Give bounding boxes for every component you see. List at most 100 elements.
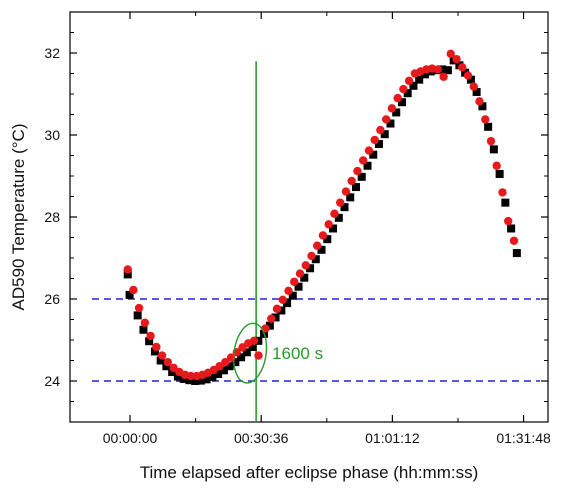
data-point-square	[173, 372, 182, 381]
annotation-label: 1600 s	[272, 344, 323, 363]
data-point-square	[392, 108, 401, 117]
data-point-circle	[353, 166, 362, 176]
data-point-square	[139, 325, 148, 334]
data-point-square	[472, 87, 481, 96]
data-point-square	[214, 370, 223, 379]
data-point-square	[191, 377, 200, 385]
data-point-circle	[376, 125, 385, 135]
data-point-square	[352, 183, 361, 192]
data-point-circle	[134, 303, 144, 313]
data-point-square	[123, 270, 132, 279]
data-point-square	[271, 313, 280, 322]
data-point-circle	[469, 82, 478, 91]
data-point-square	[329, 224, 338, 233]
x-axis-title: Time elapsed after eclipse phase (hh:mm:…	[140, 463, 479, 482]
data-point-square	[196, 376, 205, 385]
data-point-square	[300, 273, 309, 282]
data-point-square	[363, 161, 372, 170]
data-point-circle	[347, 176, 356, 186]
data-point-circle	[504, 216, 513, 226]
data-point-circle	[123, 265, 132, 274]
data-point-circle	[452, 54, 461, 64]
data-point-circle	[341, 187, 351, 196]
data-point-square	[397, 98, 406, 107]
data-point-circle	[509, 236, 519, 245]
data-point-square	[495, 169, 504, 178]
data-point-square	[288, 291, 297, 300]
data-point-square	[208, 372, 217, 381]
data-point-square	[357, 172, 366, 181]
data-point-square	[248, 342, 257, 351]
data-point-square	[340, 203, 349, 212]
data-point-square	[484, 122, 493, 131]
data-point-square	[294, 282, 303, 291]
data-point-circle	[458, 63, 467, 72]
data-point-circle	[301, 261, 310, 270]
data-point-square	[265, 321, 274, 330]
data-point-square	[369, 150, 378, 159]
data-point-square	[185, 376, 194, 385]
data-point-circle	[295, 269, 305, 278]
y-tick-label: 28	[44, 209, 60, 225]
data-point-circle	[254, 351, 263, 360]
x-tick-label: 01:01:12	[365, 430, 420, 446]
y-axis-title: AD590 Temperature (°C)	[9, 124, 28, 311]
data-point-circle	[152, 342, 161, 352]
data-point-square	[501, 198, 510, 207]
data-point-circle	[163, 357, 173, 367]
data-point-square	[507, 224, 516, 233]
data-point-circle	[492, 161, 501, 170]
data-point-circle	[486, 136, 496, 146]
data-point-circle	[475, 97, 484, 106]
data-point-circle	[157, 351, 167, 360]
data-point-circle	[370, 135, 379, 145]
data-point-square	[466, 75, 475, 84]
data-point-circle	[439, 72, 448, 81]
y-tick-label: 30	[44, 127, 60, 143]
data-point-circle	[336, 198, 345, 207]
data-point-circle	[324, 220, 333, 229]
data-point-square	[283, 299, 292, 308]
data-point-square	[311, 255, 320, 264]
data-point-circle	[140, 318, 150, 327]
data-point-square	[133, 311, 142, 320]
data-point-square	[168, 367, 177, 376]
data-point-circle	[284, 286, 293, 295]
y-tick-label: 32	[44, 45, 60, 61]
data-point-circle	[381, 115, 391, 124]
x-tick-label: 01:31:48	[496, 430, 551, 446]
x-tick-label: 00:00:00	[103, 430, 158, 446]
data-point-square	[443, 66, 452, 75]
data-point-circle	[290, 277, 299, 286]
data-point-square	[231, 358, 240, 367]
data-point-circle	[272, 304, 282, 314]
data-point-circle	[221, 357, 230, 367]
data-point-circle	[463, 71, 473, 80]
data-point-square	[202, 375, 211, 384]
data-point-square	[409, 81, 418, 90]
data-point-square	[162, 362, 171, 371]
data-point-square	[242, 348, 251, 357]
data-point-circle	[446, 49, 455, 59]
data-point-square	[380, 130, 389, 139]
data-point-square	[125, 290, 134, 299]
data-point-square	[323, 235, 332, 244]
data-point-circle	[358, 156, 368, 165]
data-point-square	[489, 145, 498, 154]
data-point-circle	[313, 241, 322, 250]
y-tick-label: 26	[44, 291, 60, 307]
data-point-square	[145, 337, 154, 346]
data-point-square	[374, 140, 383, 149]
data-point-square	[179, 374, 188, 383]
data-point-circle	[393, 93, 402, 103]
data-point-square	[386, 119, 395, 128]
data-point-square	[438, 65, 447, 74]
annotation-ellipse	[232, 322, 268, 384]
data-point-square	[277, 306, 286, 315]
data-point-square	[219, 366, 228, 375]
data-point-square	[317, 245, 326, 254]
data-point-circle	[364, 146, 374, 155]
data-point-circle	[267, 314, 276, 323]
data-point-square	[346, 193, 355, 202]
data-point-circle	[129, 285, 138, 295]
